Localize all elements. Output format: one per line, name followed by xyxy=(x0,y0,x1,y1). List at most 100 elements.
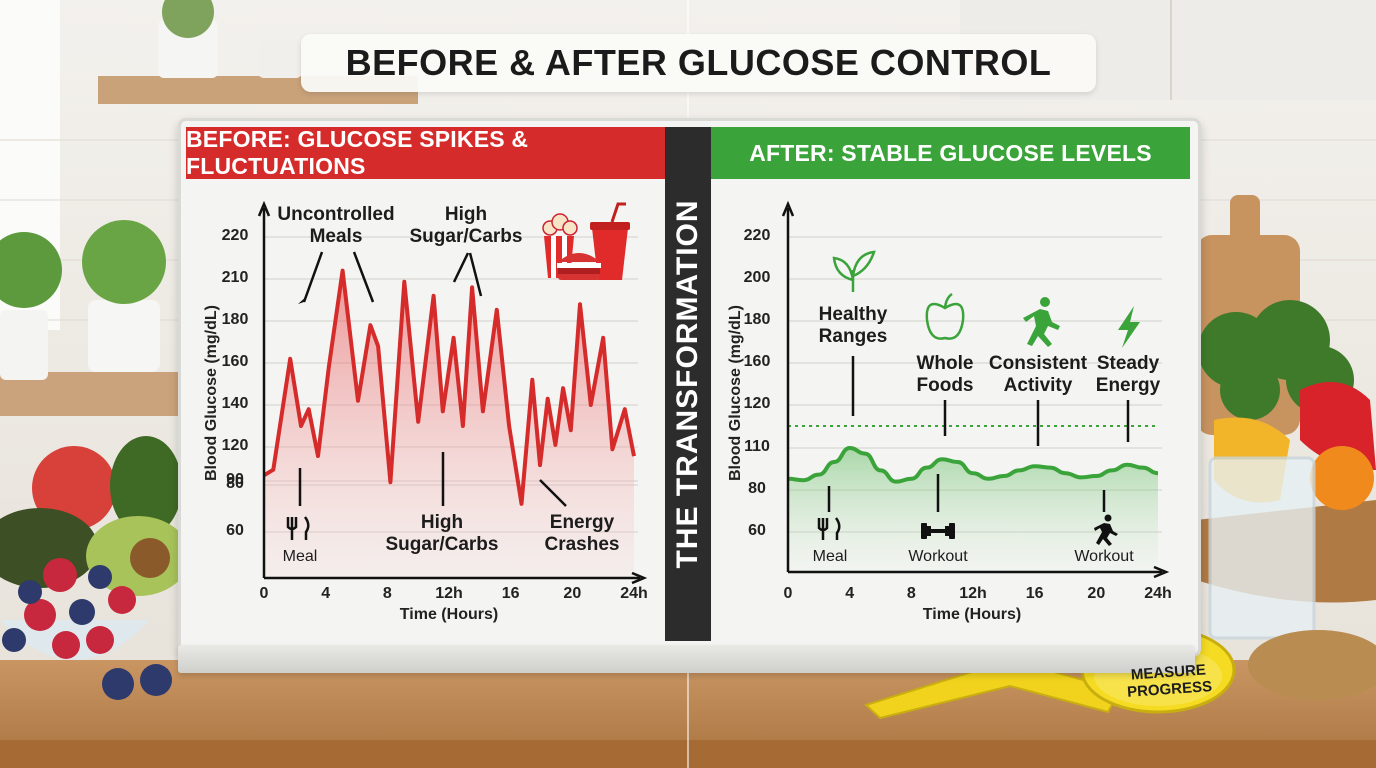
after-y-tick-label: 180 xyxy=(743,311,771,328)
after-annotation-steady-energy: Steady Energy xyxy=(1095,353,1161,396)
after-data-point xyxy=(956,460,960,464)
before-arrow-4 xyxy=(468,252,483,297)
before-annotation-high-sugar-top: High Sugar/Carbs xyxy=(409,204,523,247)
after-data-point xyxy=(1002,474,1006,478)
before-data-point xyxy=(461,424,465,428)
before-data-point xyxy=(307,407,311,411)
after-data-point xyxy=(817,473,821,477)
after-chart xyxy=(781,200,1170,579)
apple-icon xyxy=(925,292,965,340)
lightning-icon xyxy=(1118,306,1140,348)
before-y-tick-label: 80 xyxy=(226,475,244,492)
before-data-point xyxy=(327,365,331,369)
before-y-tick-label: 160 xyxy=(221,353,249,370)
before-arrow-2 xyxy=(352,251,375,303)
before-data-point xyxy=(402,280,406,284)
after-data-point xyxy=(1110,468,1114,472)
before-data-point xyxy=(271,468,275,472)
before-x-arrowhead xyxy=(631,571,648,585)
before-x-tick-label: 24h xyxy=(620,585,648,602)
before-data-point xyxy=(589,403,593,407)
after-data-point xyxy=(863,452,867,456)
before-annotation-energy-crashes: Energy Crashes xyxy=(544,512,620,555)
after-data-point xyxy=(1094,474,1098,478)
runner-icon xyxy=(1023,297,1060,347)
transformation-divider xyxy=(665,127,711,641)
after-annotation-meal: Meal xyxy=(812,548,848,565)
before-chart-title: BEFORE: GLUCOSE SPIKES & FLUCTUATIONS xyxy=(186,126,665,179)
before-area-fill xyxy=(264,270,634,578)
after-data-point xyxy=(1079,475,1083,479)
before-y-tick-label: 220 xyxy=(221,227,249,244)
after-chart-title: AFTER: STABLE GLUCOSE LEVELS xyxy=(711,127,1190,179)
before-annotation-uncontrolled-meals: Uncontrolled Meals xyxy=(277,204,395,247)
before-data-point xyxy=(495,308,499,312)
before-data-point xyxy=(432,294,436,298)
leaf-icon xyxy=(832,250,876,292)
after-x-axis-title: Time (Hours) xyxy=(922,606,1022,623)
small-runner-icon xyxy=(1094,514,1118,546)
after-annotation-healthy-ranges: Healthy Ranges xyxy=(818,304,888,347)
after-annotation-workout-1: Workout xyxy=(908,548,968,565)
before-arrow-6 xyxy=(539,479,567,507)
after-series-line xyxy=(787,446,1159,484)
before-data-point xyxy=(288,357,292,361)
before-chart xyxy=(257,200,648,585)
before-data-point xyxy=(388,480,392,484)
after-x-tick-label: 4 xyxy=(845,585,855,602)
before-data-point xyxy=(561,386,565,390)
before-arrow-3 xyxy=(452,252,470,283)
before-annotation-high-sugar-bottom: High Sugar/Carbs xyxy=(385,512,499,555)
before-data-point xyxy=(601,336,605,340)
before-data-point xyxy=(546,397,550,401)
after-data-point xyxy=(940,457,944,461)
before-y-tick-label: 60 xyxy=(226,522,244,539)
after-data-point xyxy=(1064,471,1068,475)
after-y-tick-label: 60 xyxy=(748,522,766,539)
after-data-point xyxy=(1156,471,1160,475)
before-data-point xyxy=(262,473,266,477)
after-y-arrowhead xyxy=(781,200,795,217)
after-x-arrowhead xyxy=(1153,565,1170,579)
divider-label: THE TRANSFORMATION xyxy=(671,199,704,569)
after-y-tick-label: 200 xyxy=(743,269,771,286)
after-data-point xyxy=(1125,463,1129,467)
after-x-tick-label: 12h xyxy=(959,585,987,602)
before-y-tick-label: 90 xyxy=(226,471,244,488)
after-data-point xyxy=(786,477,790,481)
after-x-tick-label: 16 xyxy=(1025,585,1044,602)
before-y-tick-label: 120 xyxy=(221,437,249,454)
after-area-fill xyxy=(788,448,1158,572)
after-data-point xyxy=(1017,468,1021,472)
before-data-point xyxy=(376,344,380,348)
before-data-point xyxy=(632,454,636,458)
after-x-tick-label: 0 xyxy=(783,585,793,602)
after-annotation-whole-foods: Whole Foods xyxy=(916,353,974,396)
before-data-point xyxy=(623,407,627,411)
whiteboard-tray xyxy=(178,645,1195,673)
after-fork-knife-icon xyxy=(817,517,841,540)
before-x-tick-label: 12h xyxy=(435,585,463,602)
before-x-tick-label: 20 xyxy=(563,585,582,602)
after-y-tick-label: 120 xyxy=(743,395,771,412)
before-x-tick-label: 0 xyxy=(259,585,269,602)
after-data-point xyxy=(1048,466,1052,470)
after-data-point xyxy=(832,460,836,464)
before-data-point xyxy=(553,443,557,447)
dumbbell-icon xyxy=(921,523,955,539)
after-data-point xyxy=(879,468,883,472)
before-x-tick-label: 8 xyxy=(382,585,392,602)
before-data-point xyxy=(299,424,303,428)
before-data-point xyxy=(341,269,345,273)
after-data-point xyxy=(1141,466,1145,470)
before-data-point xyxy=(610,447,614,451)
after-data-point xyxy=(894,480,898,484)
after-x-tick-label: 24h xyxy=(1144,585,1172,602)
before-data-point xyxy=(578,302,582,306)
before-data-point xyxy=(481,409,485,413)
after-y-tick-label: 110 xyxy=(744,438,770,455)
burger-icon xyxy=(557,253,601,280)
after-data-point xyxy=(971,471,975,475)
after-annotation-consistent-activity: Consistent Activity xyxy=(988,353,1088,396)
before-data-point xyxy=(530,378,534,382)
